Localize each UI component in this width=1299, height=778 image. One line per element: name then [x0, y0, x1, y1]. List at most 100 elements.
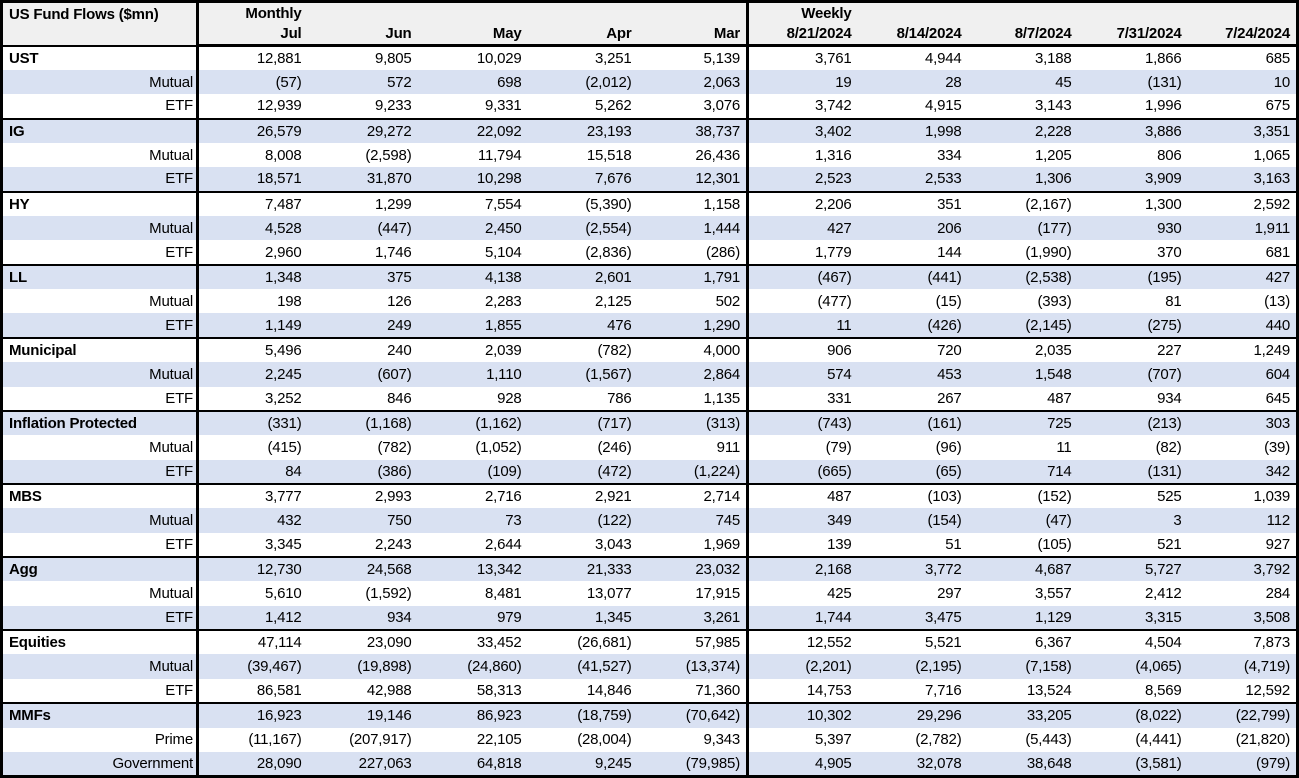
weekly-value: 12,592 — [1187, 678, 1298, 704]
weekly-value: 3,143 — [967, 94, 1078, 119]
weekly-value: 14,753 — [746, 678, 858, 704]
detail-row: Mutual 2,245 (607) 1,110 (1,567) 2,864 574 453 1… — [1, 362, 1298, 387]
weekly-value: (4,441) — [1077, 727, 1188, 752]
monthly-value: 4,528 — [197, 216, 308, 241]
monthly-value: 2,716 — [417, 482, 528, 509]
weekly-value: 32,078 — [857, 751, 968, 777]
monthly-value: 10,029 — [417, 44, 528, 70]
detail-label: ETF — [1, 167, 199, 192]
monthly-value: 5,139 — [637, 44, 748, 70]
category-label: LL — [1, 263, 199, 290]
weekly-value: 351 — [857, 190, 968, 217]
weekly-value: 2,228 — [967, 117, 1078, 143]
monthly-column-header: Jul — [197, 23, 308, 47]
detail-label: Mutual — [1, 435, 199, 460]
monthly-value: 3,076 — [637, 94, 748, 119]
weekly-value: 3,557 — [967, 581, 1078, 606]
category-row: Agg 12,730 24,568 13,342 21,333 23,032 2,168 3,… — [1, 556, 1298, 582]
weekly-value: 38,648 — [967, 751, 1078, 777]
weekly-value: (22,799) — [1187, 702, 1298, 728]
weekly-value: 3,742 — [746, 94, 858, 119]
weekly-value: 645 — [1187, 386, 1298, 411]
monthly-value: 47,114 — [197, 629, 308, 655]
monthly-value: (18,759) — [527, 702, 638, 728]
weekly-value: 930 — [1077, 216, 1188, 241]
category-label: Equities — [1, 629, 199, 655]
weekly-value: 29,296 — [857, 702, 968, 728]
category-label: UST — [1, 44, 199, 70]
monthly-value: 2,063 — [637, 69, 748, 95]
monthly-value: 249 — [307, 313, 418, 338]
weekly-value: 675 — [1187, 94, 1298, 119]
table-title: US Fund Flows ($mn) — [1, 1, 199, 46]
weekly-column-header: 7/31/2024 — [1077, 23, 1188, 47]
category-row: UST 12,881 9,805 10,029 3,251 5,139 3,761 4,944… — [1, 44, 1298, 70]
weekly-value: 525 — [1077, 482, 1188, 509]
monthly-value: (447) — [307, 216, 418, 241]
monthly-value: 16,923 — [197, 702, 308, 728]
monthly-value: 1,412 — [197, 605, 308, 631]
monthly-value: (331) — [197, 409, 308, 436]
weekly-value: (47) — [967, 508, 1078, 533]
weekly-value: (7,158) — [967, 654, 1078, 679]
monthly-value: 3,261 — [637, 605, 748, 631]
monthly-value: 1,969 — [637, 532, 748, 558]
monthly-value: 12,730 — [197, 556, 308, 582]
monthly-value: (70,642) — [637, 702, 748, 728]
monthly-value: (2,012) — [527, 69, 638, 95]
monthly-value: 375 — [307, 263, 418, 290]
monthly-value: 58,313 — [417, 678, 528, 704]
detail-row: ETF 18,571 31,870 10,298 7,676 12,301 2,523 2,5… — [1, 167, 1298, 192]
detail-label: ETF — [1, 313, 199, 338]
weekly-value: (3,581) — [1077, 751, 1188, 777]
monthly-value: 14,846 — [527, 678, 638, 704]
weekly-value: 2,035 — [967, 336, 1078, 363]
monthly-value: (782) — [527, 336, 638, 363]
weekly-value: 1,249 — [1187, 336, 1298, 363]
monthly-value: 198 — [197, 289, 308, 314]
detail-row: Mutual (39,467) (19,898) (24,860) (41,527) (1… — [1, 654, 1298, 679]
monthly-value: 2,864 — [637, 362, 748, 387]
category-row: Inflation Protected (331) (1,168) (1,162) (7… — [1, 409, 1298, 436]
weekly-value: 5,397 — [746, 727, 858, 752]
monthly-value: (13,374) — [637, 654, 748, 679]
weekly-value: 6,367 — [967, 629, 1078, 655]
weekly-value: (665) — [746, 459, 858, 484]
monthly-value: 17,915 — [637, 581, 748, 606]
detail-row: Mutual 8,008 (2,598) 11,794 15,518 26,436 1,31… — [1, 142, 1298, 168]
weekly-value: 574 — [746, 362, 858, 387]
monthly-value: 1,855 — [417, 313, 528, 338]
monthly-value: 745 — [637, 508, 748, 533]
monthly-value: (607) — [307, 362, 418, 387]
weekly-value: 28 — [857, 69, 968, 95]
monthly-value: 502 — [637, 289, 748, 314]
weekly-value: (477) — [746, 289, 858, 314]
weekly-value: 267 — [857, 386, 968, 411]
weekly-value: 334 — [857, 142, 968, 168]
monthly-value: 227,063 — [307, 751, 418, 777]
weekly-value: 144 — [857, 240, 968, 265]
weekly-value: (707) — [1077, 362, 1188, 387]
monthly-value: (57) — [197, 69, 308, 95]
weekly-value: (177) — [967, 216, 1078, 241]
category-label: Municipal — [1, 336, 199, 363]
detail-row: ETF 3,252 846 928 786 1,135 331 267 487 934 645 — [1, 386, 1298, 411]
weekly-value: 206 — [857, 216, 968, 241]
weekly-value: 12,552 — [746, 629, 858, 655]
weekly-value: 453 — [857, 362, 968, 387]
monthly-value: 38,737 — [637, 117, 748, 143]
weekly-value: 1,129 — [967, 605, 1078, 631]
monthly-value: 1,149 — [197, 313, 308, 338]
detail-label: ETF — [1, 386, 199, 411]
weekly-value: 349 — [746, 508, 858, 533]
weekly-value: 1,065 — [1187, 142, 1298, 168]
monthly-value: 5,104 — [417, 240, 528, 265]
weekly-value: 3,508 — [1187, 605, 1298, 631]
category-row: Municipal 5,496 240 2,039 (782) 4,000 906 720 2,… — [1, 336, 1298, 363]
monthly-value: (122) — [527, 508, 638, 533]
monthly-value: 1,299 — [307, 190, 418, 217]
monthly-section-spacer — [307, 1, 748, 24]
weekly-value: 370 — [1077, 240, 1188, 265]
detail-row: Mutual 432 750 73 (122) 745 349 (154) (47) 3 112 — [1, 508, 1298, 533]
